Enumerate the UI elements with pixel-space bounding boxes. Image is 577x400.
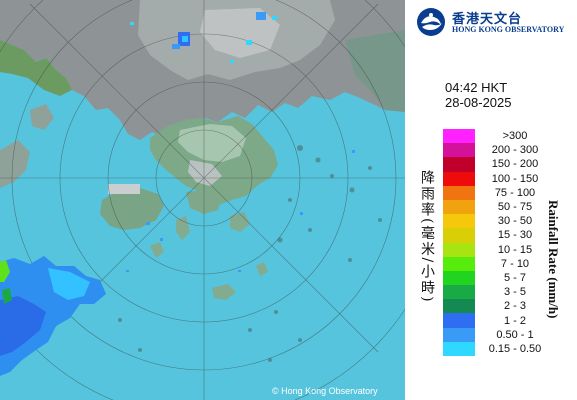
legend-row: 5 - 7 [443,270,545,286]
rainfall-legend: >300 200 - 300 150 - 200 100 - 150 75 - 100 5… [443,129,545,356]
rain-echo-green [0,260,10,282]
outlying-island-3 [256,262,268,276]
lamma-island [176,216,190,240]
legend-axis-label-chinese: 降雨率(毫米/小時) [419,170,435,304]
legend-label: 100 - 150 [491,172,539,185]
radar-map[interactable]: © Hong Kong Observatory [0,0,405,400]
observation-date: 28-08-2025 [445,95,512,110]
legend-swatch [443,199,475,215]
legend-swatch [443,299,475,314]
outlying-island-1 [230,212,250,232]
legend-label: 15 - 30 [497,229,533,242]
legend-swatch [443,157,475,172]
legend-label: 75 - 100 [494,186,536,199]
rain-echo-southwest-light [0,296,46,356]
radar-map-canvas [0,0,405,400]
legend-row: 0.50 - 1 [443,327,545,342]
western-island [0,140,30,188]
legend-swatch [443,185,475,200]
legend-row: >300 [443,129,545,144]
rain-echo-southwest-fringe [48,268,90,300]
legend-swatch [443,242,475,257]
legend-label: 150 - 200 [491,158,539,171]
coast-green-north [0,40,72,96]
legend-swatch [443,270,475,286]
legend-label: 0.15 - 0.50 [488,342,542,355]
legend-swatch [443,285,475,300]
hko-logo-icon [417,8,445,36]
kowloon-urban [188,160,222,186]
legend-row: 7 - 10 [443,256,545,271]
logo-english-name: HONG KONG OBSERVATORY [452,25,565,34]
legend-row: 30 - 50 [443,214,545,229]
logo-chinese-name: 香港天文台 [452,12,523,27]
rain-specks [126,150,355,272]
legend-label: 2 - 3 [503,300,526,313]
legend-swatch [443,171,475,186]
eastern-islets [88,145,382,362]
legend-row: 150 - 200 [443,157,545,172]
legend-label: 50 - 75 [497,201,533,214]
legend-label: 1 - 2 [503,314,526,327]
rain-echo-green-2 [2,288,12,304]
legend-label: 3 - 5 [503,286,526,299]
legend-row: 0.15 - 0.50 [443,341,545,356]
legend-label: 200 - 300 [491,144,539,157]
legend-swatch [443,341,475,356]
hong-kong-highlands [178,124,246,162]
legend-swatch [443,327,475,342]
legend-row: 2 - 3 [443,299,545,314]
legend-label: 7 - 10 [500,257,530,270]
legend-label: >300 [502,130,528,143]
legend-label: 30 - 50 [497,215,533,228]
legend-swatch [443,313,475,328]
observation-time: 04:42 HKT [445,80,508,95]
legend-swatch [443,228,475,243]
legend-row: 50 - 75 [443,199,545,215]
airport-platform [108,184,140,194]
lantau-island [100,188,164,230]
legend-row: 200 - 300 [443,143,545,158]
legend-swatch [443,214,475,229]
legend-swatch [443,256,475,271]
info-panel: 香港天文台 HONG KONG OBSERVATORY 04:42 HKT 28… [405,0,577,400]
coast-green-east [345,30,405,112]
legend-row: 15 - 30 [443,228,545,243]
outlying-island-2 [212,284,236,300]
legend-row: 75 - 100 [443,185,545,200]
legend-swatch [443,143,475,158]
rain-echo-north [130,12,277,63]
western-island-2 [30,104,54,130]
legend-swatch [443,129,475,144]
outlying-island-4 [150,242,164,258]
legend-label: 5 - 7 [503,271,526,284]
legend-axis-label-english: Rainfall Rate (mm/h) [546,200,561,319]
legend-row: 100 - 150 [443,171,545,186]
legend-label: 0.50 - 1 [496,328,534,341]
copyright-notice: © Hong Kong Observatory [272,386,378,396]
legend-label: 10 - 15 [497,243,533,256]
legend-row: 1 - 2 [443,313,545,328]
legend-row: 3 - 5 [443,285,545,300]
legend-row: 10 - 15 [443,242,545,257]
range-rings [0,0,405,400]
